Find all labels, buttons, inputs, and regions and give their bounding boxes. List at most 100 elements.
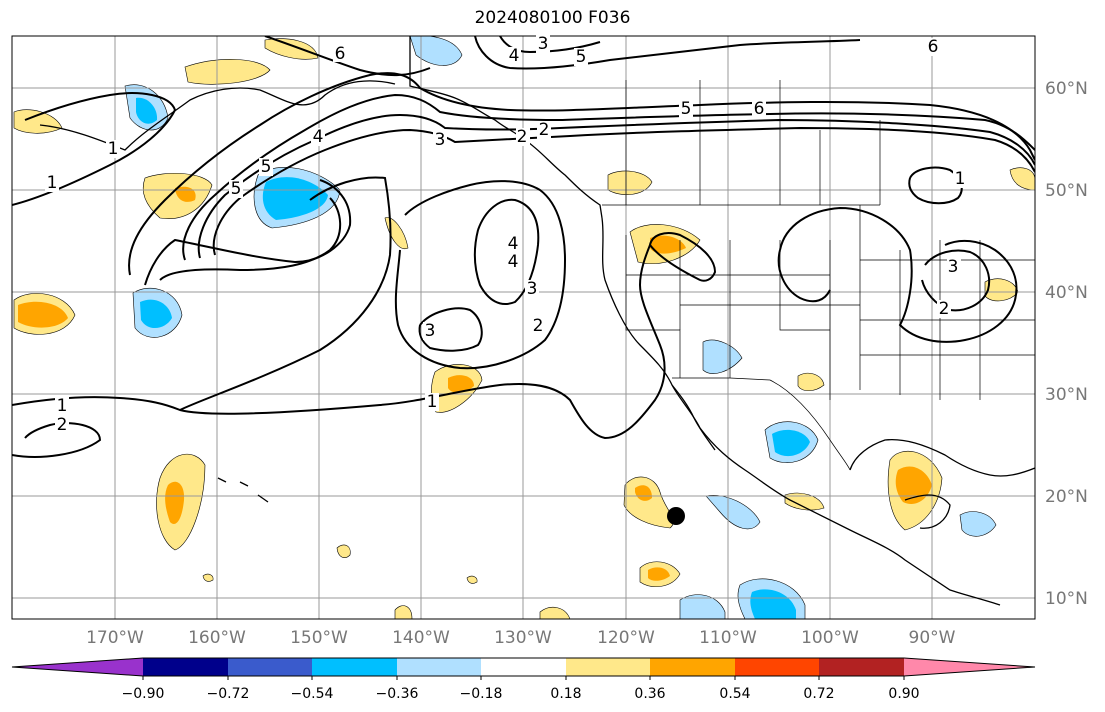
shade-yellow-mid-1 (384, 217, 409, 250)
contour-label: 1 (47, 173, 58, 193)
contour-east-1 (779, 206, 1018, 343)
contour-bering-2 (474, 36, 861, 70)
border-states-4 (859, 205, 981, 400)
shade-aleutian-blue-core (136, 97, 158, 124)
shade-yellow-ne (1009, 167, 1035, 191)
colorbar-extend-min (12, 658, 143, 676)
coast-gulf (849, 439, 1035, 477)
coast-hawaii-3 (257, 494, 269, 503)
contour-label: 3 (527, 279, 538, 299)
contour-label: 4 (508, 252, 519, 272)
lon-label: 100°W (801, 628, 859, 648)
contour-label: 3 (948, 257, 959, 277)
contour-jet-2 (182, 93, 1035, 261)
contour-label: 5 (681, 99, 692, 119)
contour-3-mid (418, 307, 483, 352)
colorbar-tick-label: 0.36 (634, 686, 665, 702)
shade-yellow-texas (797, 373, 825, 392)
contour-label: 5 (261, 157, 272, 177)
contour-jet-4 (212, 126, 1035, 256)
colorbar-tick-label: −0.18 (460, 686, 503, 702)
lon-label: 150°W (290, 628, 348, 648)
map-frame (11, 35, 1036, 620)
lat-label: 10°N (1045, 589, 1088, 609)
colorbar-segment (566, 658, 650, 676)
contour-label: 3 (538, 34, 549, 54)
shade-gulf-alaska-low-core (262, 177, 328, 220)
border-us-mexico (672, 377, 851, 471)
lat-label: 50°N (1045, 181, 1088, 201)
contour-east-4 (648, 232, 717, 282)
colorbar-extend-max (904, 658, 1035, 676)
lon-label: 120°W (597, 628, 655, 648)
shade-blue-south-2-core (750, 589, 796, 619)
contours (12, 36, 1035, 458)
anomaly-shading (13, 36, 1035, 619)
coast-yucatan (904, 494, 951, 529)
lat-label: 20°N (1045, 487, 1088, 507)
shade-orange-west-2 (175, 186, 196, 202)
shade-yellow-small-1 (336, 544, 351, 558)
contour-label: 2 (57, 415, 68, 435)
shade-blue-top (409, 36, 463, 66)
coast-baja (671, 384, 716, 451)
shade-pacific-blue-1-core (140, 299, 172, 329)
contour-label: 1 (108, 139, 119, 159)
colorbar-segment (650, 658, 735, 676)
contour-1-west (12, 244, 666, 440)
contour-label-group: 6 4 5 3 5 4 5 6 3 2 2 1 1 5 6 4 4 3 3 2 … (45, 34, 967, 435)
shade-yellow-aleutian (184, 59, 271, 85)
contour-jet-1 (128, 72, 1035, 276)
contour-label: 4 (508, 234, 519, 254)
contour-label: 2 (939, 299, 950, 319)
contour-label: 1 (955, 169, 966, 189)
shade-yellow-bering (264, 38, 319, 60)
colorbar-segment (228, 658, 312, 676)
shade-yellow-west-1 (13, 109, 63, 134)
shade-yellow-small-3 (466, 575, 478, 584)
shade-orange-gulf (895, 466, 932, 505)
contour-1-north (12, 92, 177, 206)
shade-yellow-south-3 (394, 605, 413, 619)
border-states-3 (626, 240, 860, 400)
shade-orange-south-1 (648, 567, 670, 581)
colorbar-ticks: −0.90 −0.72 −0.54 −0.36 −0.18 0.18 0.36 … (122, 686, 920, 702)
shade-orange-idaho (650, 235, 686, 254)
shade-orange-mid-2 (448, 375, 474, 393)
contour-bering-3 (499, 36, 601, 54)
contour-2-mid (394, 180, 567, 370)
colorbar: −0.90 −0.72 −0.54 −0.36 −0.18 0.18 0.36 … (11, 657, 1036, 702)
contour-label: 2 (539, 120, 550, 140)
contour-label: 1 (57, 396, 68, 416)
lat-label: 60°N (1045, 79, 1088, 99)
shade-yellow-nw (607, 170, 653, 195)
shade-yellow-south-2 (539, 606, 571, 619)
lon-label: 160°W (188, 628, 246, 648)
colorbar-segment (481, 658, 566, 676)
contour-label: 5 (576, 47, 587, 67)
shade-yellow-small-2 (202, 573, 214, 582)
shade-blue-arizona (702, 339, 743, 374)
contour-east-5 (777, 249, 831, 303)
lon-labels: 170°W 160°W 150°W 140°W 130°W 120°W 110°… (86, 628, 956, 648)
shade-blue-south-1 (679, 594, 726, 619)
contour-label: 2 (533, 316, 544, 336)
contour-label: 6 (754, 99, 765, 119)
contour-label: 5 (231, 179, 242, 199)
colorbar-segment (397, 658, 481, 676)
colorbar-tick-label: 0.18 (550, 686, 581, 702)
contour-label: 3 (435, 130, 446, 150)
contour-1-low (179, 176, 392, 411)
colorbar-segment (735, 658, 819, 676)
lat-labels: 60°N 50°N 40°N 30°N 20°N 10°N (1045, 79, 1088, 609)
shade-blue-mexico-core (772, 429, 810, 457)
shade-blue-caribbean (959, 511, 997, 537)
colorbar-segment (143, 658, 228, 676)
colorbar-tick-label: −0.54 (291, 686, 334, 702)
colorbar-segments (11, 657, 1036, 680)
contour-label: 3 (425, 321, 436, 341)
contour-label: 4 (313, 127, 324, 147)
lon-label: 140°W (392, 628, 450, 648)
location-marker (667, 507, 685, 525)
